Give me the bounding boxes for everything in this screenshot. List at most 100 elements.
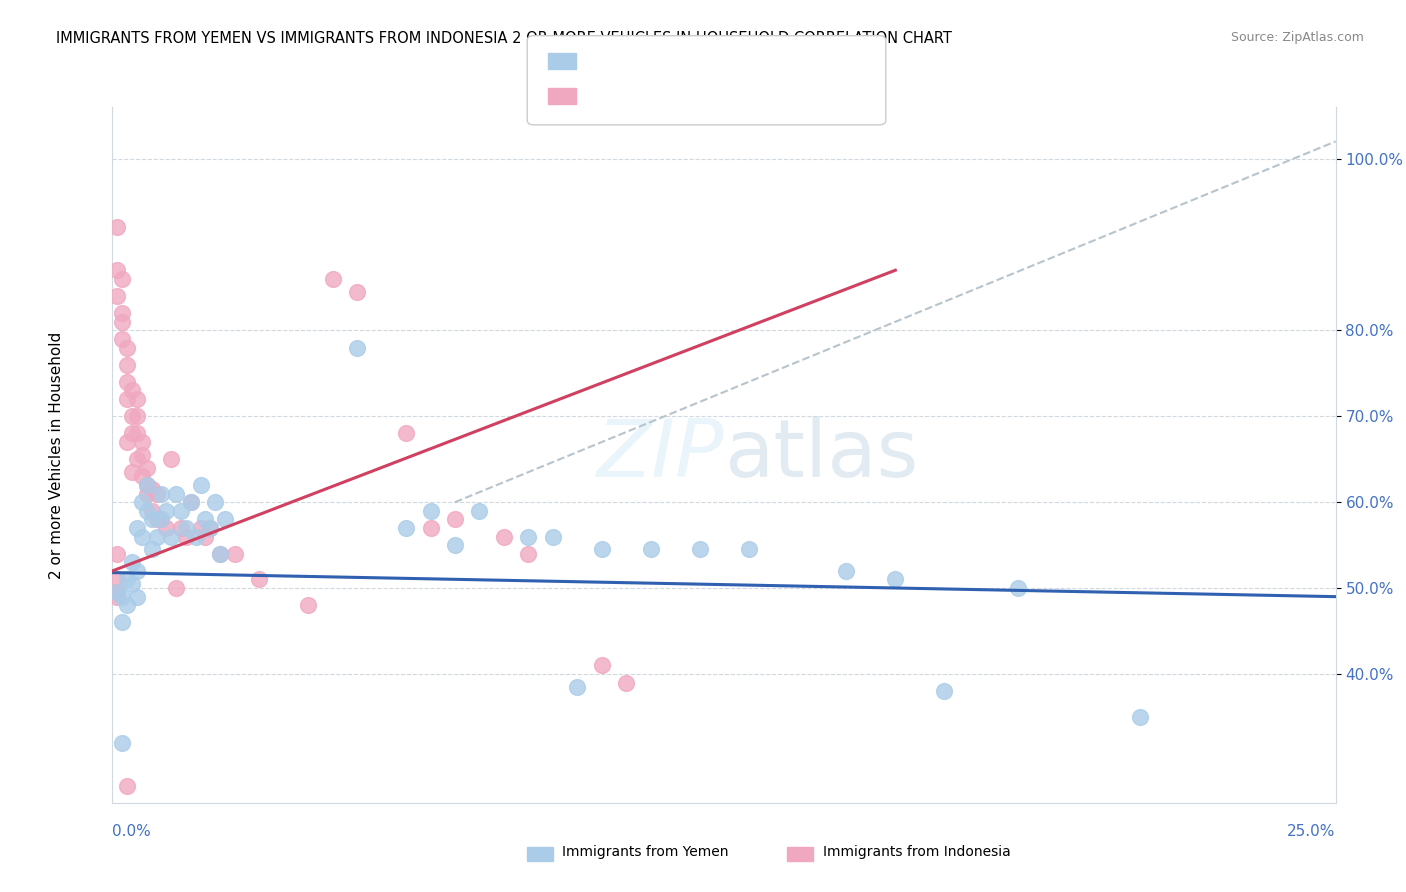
Point	[165, 486, 187, 500]
Text: atlas: atlas	[724, 416, 918, 494]
Point	[174, 521, 197, 535]
Point	[141, 512, 163, 526]
Point	[346, 341, 368, 355]
Point	[111, 306, 134, 320]
Point	[121, 576, 143, 591]
Point	[395, 521, 418, 535]
Point	[346, 285, 368, 299]
Point	[190, 521, 212, 535]
Point	[184, 529, 207, 543]
Point	[591, 658, 613, 673]
Text: IMMIGRANTS FROM YEMEN VS IMMIGRANTS FROM INDONESIA 2 OR MORE VEHICLES IN HOUSEHO: IMMIGRANTS FROM YEMEN VS IMMIGRANTS FROM…	[56, 31, 952, 46]
Point	[125, 409, 148, 424]
Point	[145, 486, 167, 500]
Point	[444, 512, 467, 526]
Text: 58: 58	[735, 88, 756, 103]
Point	[125, 564, 148, 578]
Point	[150, 512, 173, 526]
Point	[170, 504, 193, 518]
Text: ZIP: ZIP	[596, 416, 724, 494]
Point	[131, 495, 153, 509]
Point	[125, 590, 148, 604]
Point	[209, 547, 232, 561]
Point	[209, 547, 232, 561]
Point	[111, 332, 134, 346]
Point	[200, 521, 222, 535]
Point	[131, 435, 153, 450]
Point	[297, 599, 319, 613]
Text: R =: R =	[585, 88, 619, 103]
Point	[125, 452, 148, 467]
Point	[322, 272, 344, 286]
Point	[115, 435, 138, 450]
Point	[135, 478, 157, 492]
Text: Source: ZipAtlas.com: Source: ZipAtlas.com	[1230, 31, 1364, 45]
Point	[194, 512, 217, 526]
Point	[135, 460, 157, 475]
Point	[135, 478, 157, 492]
Point	[105, 585, 128, 599]
Text: N =: N =	[696, 53, 730, 67]
Point	[204, 495, 226, 509]
Point	[224, 547, 246, 561]
Text: -0.060: -0.060	[630, 53, 685, 67]
Point	[125, 392, 148, 406]
Point	[170, 521, 193, 535]
Point	[884, 573, 907, 587]
Point	[115, 341, 138, 355]
Point	[131, 469, 153, 483]
Point	[541, 529, 564, 543]
Point	[121, 409, 143, 424]
Text: 25.0%: 25.0%	[1288, 823, 1336, 838]
Point	[105, 289, 128, 303]
Point	[155, 504, 177, 518]
Point	[121, 426, 143, 441]
Point	[567, 680, 589, 694]
Point	[111, 615, 134, 630]
Point	[111, 315, 134, 329]
Point	[419, 521, 441, 535]
Point	[1007, 581, 1029, 595]
Point	[155, 521, 177, 535]
Point	[105, 585, 128, 599]
Point	[194, 529, 217, 543]
Point	[737, 542, 759, 557]
Point	[135, 504, 157, 518]
Point	[934, 684, 956, 698]
Point	[125, 521, 148, 535]
Point	[131, 529, 153, 543]
Point	[131, 448, 153, 462]
Point	[835, 564, 858, 578]
Point	[145, 512, 167, 526]
Point	[492, 529, 515, 543]
Point	[111, 736, 134, 750]
Point	[135, 486, 157, 500]
Point	[115, 599, 138, 613]
Point	[150, 486, 173, 500]
Point	[115, 392, 138, 406]
Point	[591, 542, 613, 557]
Point	[614, 675, 637, 690]
Point	[145, 529, 167, 543]
Text: Immigrants from Yemen: Immigrants from Yemen	[562, 845, 728, 859]
Point	[517, 529, 540, 543]
Point	[160, 452, 183, 467]
Point	[174, 529, 197, 543]
Point	[444, 538, 467, 552]
Point	[190, 478, 212, 492]
Text: N =: N =	[696, 88, 730, 103]
Point	[115, 375, 138, 389]
Point	[180, 495, 202, 509]
Point	[160, 529, 183, 543]
Point	[689, 542, 711, 557]
Point	[165, 581, 187, 595]
Point	[111, 590, 134, 604]
Point	[517, 547, 540, 561]
Point	[115, 779, 138, 793]
Point	[121, 555, 143, 569]
Text: Immigrants from Indonesia: Immigrants from Indonesia	[823, 845, 1011, 859]
Point	[115, 573, 138, 587]
Point	[640, 542, 662, 557]
Point	[247, 573, 270, 587]
Point	[141, 483, 163, 497]
